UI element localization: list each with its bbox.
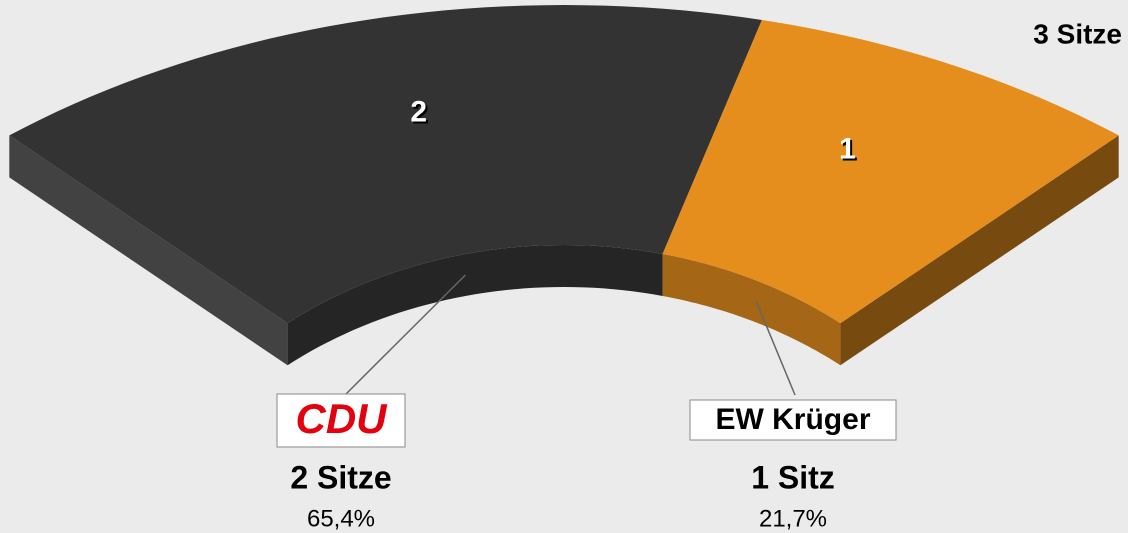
party-label-box	[276, 393, 406, 448]
segment-end-face	[9, 135, 288, 366]
segment-label: 1	[839, 133, 856, 166]
vote-share: 65,4%	[307, 505, 375, 532]
segment-inner-face	[662, 254, 841, 366]
party-name: EW Krüger	[715, 403, 870, 436]
segment-inner-face	[287, 245, 663, 366]
vote-share: 21,7%	[759, 505, 827, 532]
seat-count: 1 Sitz	[751, 459, 835, 495]
total-label: 3 Sitze	[1033, 18, 1122, 49]
segment	[9, 5, 762, 324]
segment-end-face	[840, 135, 1119, 366]
party-label: EW Krüger	[689, 399, 897, 441]
segment-label-shadow: 2	[412, 98, 429, 131]
leader-line	[344, 274, 466, 396]
leader-line	[755, 301, 796, 396]
segment	[662, 20, 1119, 324]
segment-label-shadow: 1	[841, 135, 858, 168]
seat-count: 2 Sitze	[290, 459, 391, 495]
party-label-box	[689, 399, 897, 441]
segment-label: 2	[410, 96, 427, 129]
party-name: CDU	[296, 395, 389, 442]
party-label: CDU	[276, 393, 406, 448]
